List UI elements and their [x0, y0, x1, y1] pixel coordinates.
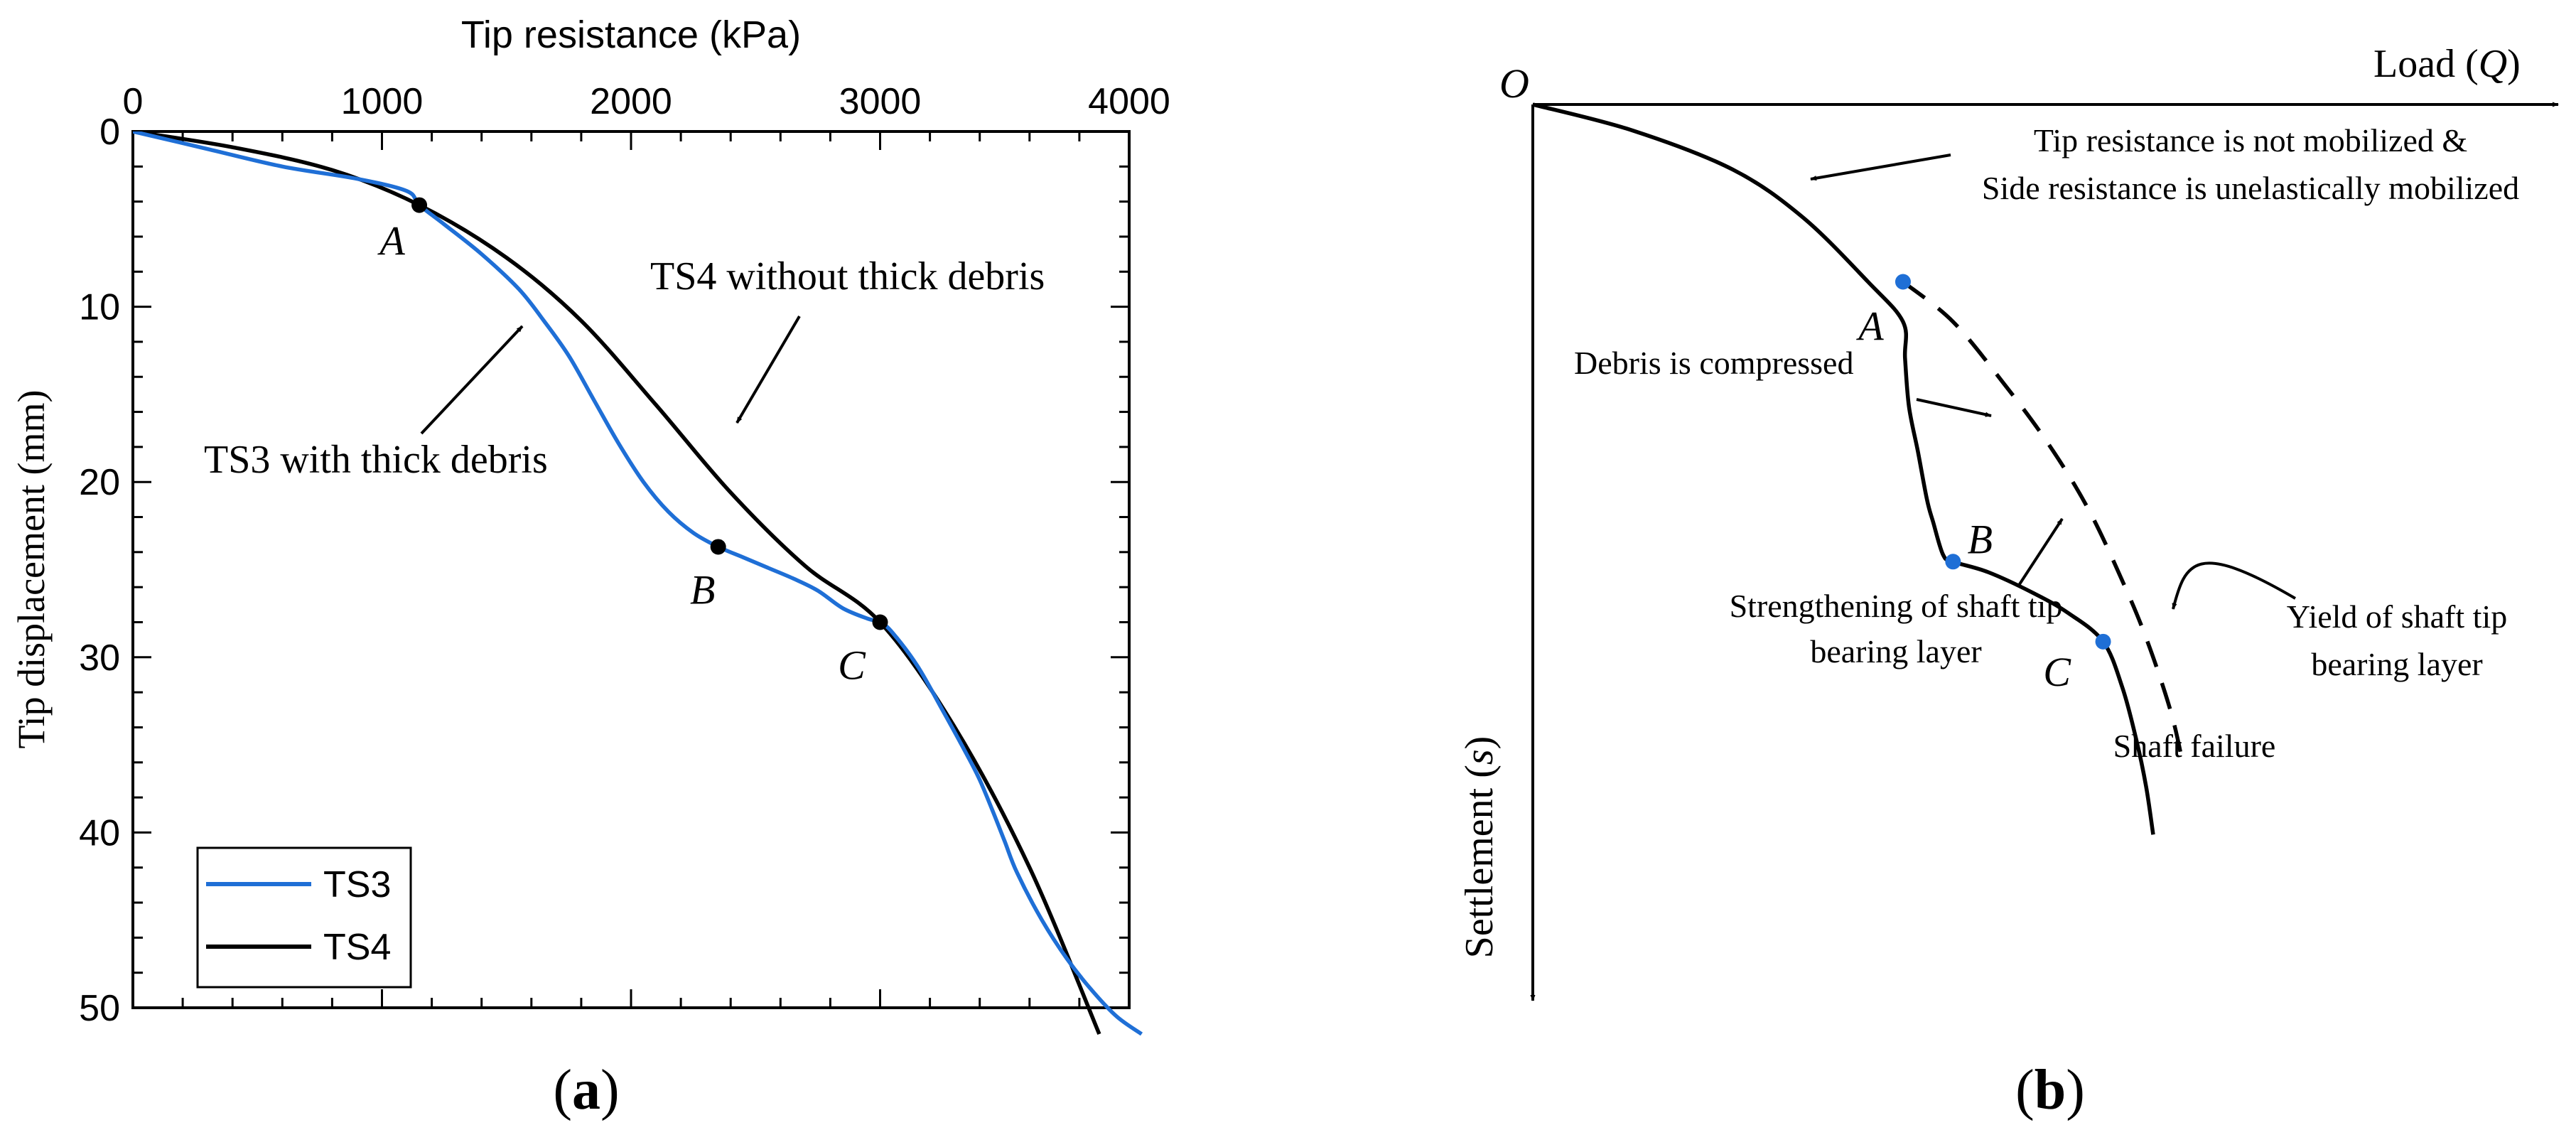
x-tick-label-1000: 1000 — [341, 81, 424, 122]
y-tick-label-10: 10 — [79, 287, 120, 328]
arrow-tip-note — [1810, 154, 1951, 181]
x-axis-title-b-prefix: Load ( — [2373, 42, 2479, 86]
point-b-b — [1945, 554, 1961, 570]
point-b-label-a: A — [1855, 303, 1884, 349]
key-points-b: A B C — [1855, 274, 2111, 695]
note-tip-line1: Tip resistance is not mobilized & — [2034, 122, 2467, 158]
annotation-arrow-ts4 — [735, 315, 801, 424]
curve-without-debris — [1902, 280, 2185, 766]
y-tick-label-0: 0 — [99, 112, 120, 153]
key-points-a: A B C — [377, 197, 888, 688]
panel-label-a-letter: a — [572, 1059, 600, 1121]
point-b-c — [2095, 633, 2111, 650]
x-axis-title-b: Load (Q) — [2373, 42, 2521, 86]
y-tick-label-30: 30 — [79, 637, 120, 679]
legend-label-ts4: TS4 — [323, 927, 391, 968]
y-tick-label-20: 20 — [79, 462, 120, 503]
note-strength-line2: bearing layer — [1810, 633, 1981, 669]
arrow-strength — [2017, 517, 2064, 588]
y-axis-title-b-symbol: s — [1457, 749, 1502, 765]
point-b-label-c: C — [2043, 649, 2071, 695]
point-c — [872, 614, 888, 630]
panel-b: O Load (Q) Settlement (s) A B C Tip resist… — [1457, 42, 2559, 1121]
point-b-a — [1895, 274, 1911, 290]
panel-label-b-letter: b — [2035, 1059, 2066, 1121]
x-tick-label-3000: 3000 — [839, 81, 922, 122]
y-axis-title-b-prefix: Settlement ( — [1457, 765, 1502, 958]
x-tick-label-0: 0 — [123, 81, 144, 122]
point-label-b: B — [690, 566, 715, 613]
tick-labels-a: 0 1000 2000 3000 4000 0 10 20 30 40 50 — [79, 81, 1170, 1029]
legend-a: TS3 TS4 — [196, 846, 412, 989]
point-a — [411, 197, 428, 213]
point-label-a: A — [377, 218, 405, 264]
y-tick-label-40: 40 — [79, 812, 120, 854]
y-axis-title-a: Tip displacement (mm) — [10, 390, 53, 749]
legend-label-ts3: TS3 — [323, 864, 391, 905]
arrow-debris — [1916, 398, 1992, 417]
note-failure: Shaft failure — [2113, 728, 2276, 764]
point-label-c: C — [838, 642, 866, 688]
series-group-b — [1532, 102, 2185, 835]
tick-marks-a — [131, 130, 1131, 1009]
series-line-ts4 — [133, 131, 1101, 1035]
note-yield-line2: bearing layer — [2311, 646, 2482, 682]
y-axis-title-b: Settlement (s) — [1457, 736, 1502, 959]
x-tick-label-4000: 4000 — [1088, 81, 1170, 122]
annotation-arrow-ts3 — [420, 325, 524, 435]
origin-label: O — [1499, 60, 1529, 107]
curve-measured-curve — [1532, 102, 2155, 835]
point-b-label-b: B — [1968, 516, 1993, 562]
x-axis-title-a: Tip resistance (kPa) — [461, 14, 801, 56]
note-strength-line1: Strengthening of shaft tip — [1730, 588, 2063, 624]
y-tick-label-50: 50 — [79, 988, 120, 1029]
panel-label-a: (a) — [553, 1059, 619, 1121]
panel-a: 0 1000 2000 3000 4000 0 10 20 30 40 50 Tip resista… — [10, 14, 1170, 1121]
note-yield-line1: Yield of shaft tip — [2287, 598, 2507, 635]
x-axis-title-b-symbol: Q — [2479, 42, 2507, 86]
note-debris: Debris is compressed — [1574, 345, 1853, 381]
annotation-ts3: TS3 with thick debris — [204, 438, 548, 482]
legend-box — [196, 846, 412, 989]
y-axis-title-b-suffix: ) — [1457, 736, 1502, 750]
x-axis-title-b-suffix: ) — [2507, 42, 2521, 86]
annotation-ts4: TS4 without thick debris — [650, 254, 1045, 298]
point-b — [710, 539, 726, 555]
arrow-yield — [2172, 561, 2297, 610]
panel-label-b: (b) — [2015, 1059, 2085, 1121]
note-tip-line2: Side resistance is unelastically mobiliz… — [1982, 170, 2519, 206]
x-tick-label-2000: 2000 — [590, 81, 672, 122]
